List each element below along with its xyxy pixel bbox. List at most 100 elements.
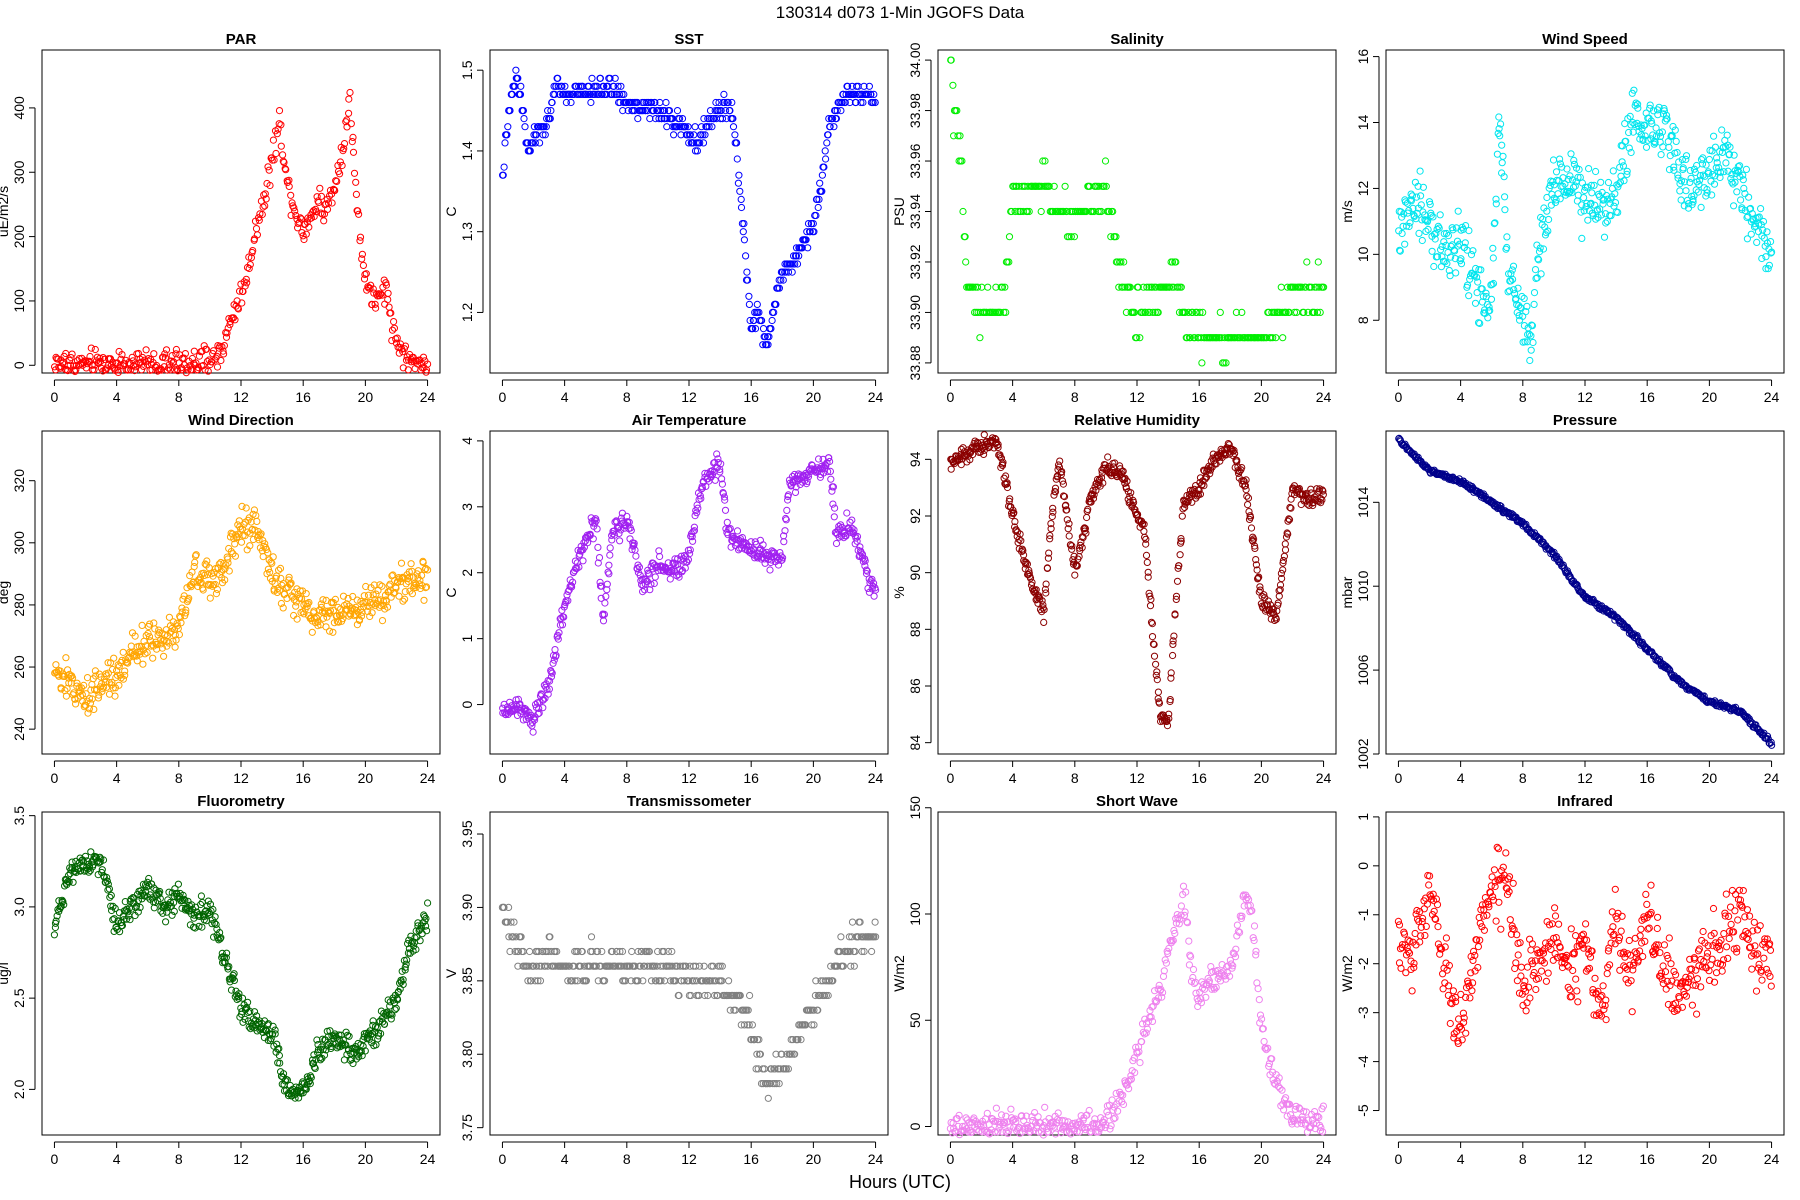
data-point [777,276,785,284]
data-point [1703,189,1711,197]
data-point [1528,321,1536,329]
data-point [371,300,379,308]
data-point [740,236,749,244]
data-point [1602,191,1611,200]
data-point [390,318,398,326]
y-tick-label: 33.92 [907,244,923,279]
data-point [733,527,742,535]
y-axis-label: mbar [1339,576,1355,608]
y-tick-label: 8 [1355,316,1371,324]
data-point [1731,178,1739,186]
data-point [579,557,587,565]
x-tick-label: 24 [420,389,436,405]
data-point [1507,277,1515,285]
data-point [1050,182,1058,190]
data-point [308,628,316,636]
data-point [818,187,826,195]
data-point [1199,308,1207,316]
data-point [1070,233,1079,241]
data-point [1670,166,1678,174]
data-point [1677,177,1686,185]
data-point [1175,308,1184,316]
data-point [1722,143,1730,151]
data-point [1172,258,1180,266]
data-point [87,344,95,352]
data-point [600,82,608,90]
data-point [1649,131,1657,139]
y-tick-label: 280 [11,593,27,617]
y-tick-label: 2 [459,569,475,577]
data-point [723,518,731,527]
data-point [608,90,616,99]
data-point [733,155,741,163]
data-point [1183,334,1191,342]
data-point [1153,676,1161,684]
data-point [223,329,231,337]
data-point [397,559,406,567]
x-tick-label: 0 [1395,389,1403,405]
data-point [827,475,835,483]
data-point [1303,258,1311,266]
plot-frame [489,49,889,374]
data-point [501,139,509,147]
data-point [1590,181,1598,189]
data-point [684,123,692,131]
data-point [1272,334,1280,342]
data-point [1757,205,1765,213]
data-point [414,360,422,368]
data-point [285,182,293,190]
data-point [1705,155,1714,164]
data-point [784,268,793,276]
data-point [1679,164,1687,172]
data-point [1238,308,1246,316]
data-point [1151,308,1159,316]
data-point [697,123,706,131]
data-point [646,115,654,123]
data-point [547,107,555,115]
panel-title: Transmissometer [627,793,751,810]
x-tick-label: 8 [623,389,631,405]
data-point [1396,247,1404,255]
data-point [90,705,98,714]
data-point [1407,197,1416,205]
data-point [575,82,583,90]
data-point [651,98,659,107]
data-point [737,195,745,203]
panel-title: Wind Direction [188,412,294,429]
y-tick-label: 1010 [1355,570,1371,601]
x-tick-label: 24 [420,1151,436,1167]
data-point [632,552,640,560]
data-point [353,596,361,604]
data-point [1630,86,1638,94]
data-point [798,244,806,252]
y-axis-label: deg [0,581,11,604]
data-point [1406,219,1414,227]
data-points [51,88,432,377]
data-point [766,566,774,574]
x-tick-label: 20 [1254,770,1270,786]
data-point [1713,159,1721,167]
data-point [958,157,966,165]
data-point [1741,190,1749,198]
data-point [857,98,865,107]
x-tick-label: 8 [175,389,183,405]
data-point [1723,131,1731,139]
panel-title: SST [674,31,703,48]
data-point [770,308,778,316]
data-point [1063,516,1071,524]
data-point [320,217,328,225]
data-points [1395,86,1776,365]
data-point [385,303,393,311]
data-point [1674,171,1682,179]
data-point [517,82,525,90]
data-point [1686,166,1694,175]
x-axis: 0 4 8 12 16 20 24 [947,760,1332,786]
data-point [838,98,846,107]
data-point [978,283,986,291]
y-tick-label: 100 [11,289,27,313]
data-point [1478,285,1486,293]
data-point [1728,178,1736,186]
data-point [1518,292,1526,301]
